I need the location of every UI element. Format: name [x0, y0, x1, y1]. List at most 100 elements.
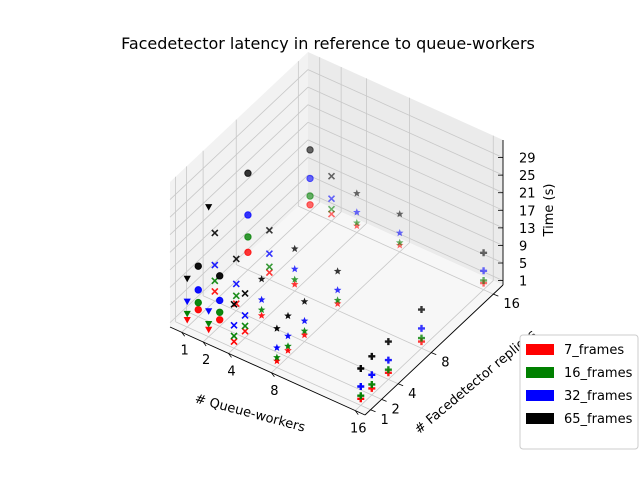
data-point-16-frames — [211, 277, 219, 285]
legend-label: 32_frames — [564, 389, 633, 404]
data-point-16-frames — [230, 332, 238, 340]
z-tick-label: 21 — [519, 187, 536, 202]
x-tick-label: 2 — [202, 353, 210, 368]
data-point-65-frames — [353, 189, 361, 197]
data-point-7-frames — [216, 316, 224, 324]
grid-line-x — [271, 242, 410, 374]
left-wall-pane — [170, 52, 308, 327]
data-point-32-frames — [284, 332, 292, 340]
data-point-32-frames — [241, 311, 249, 319]
data-point-65-frames — [230, 300, 238, 308]
data-point-65-frames — [327, 172, 336, 180]
grid-line-z — [307, 174, 504, 264]
grid-line-z — [307, 86, 504, 176]
data-point-65-frames — [183, 275, 191, 283]
data-point-32-frames — [273, 343, 281, 351]
y-tick-mark — [381, 399, 387, 402]
y-tick-label: 4 — [408, 387, 416, 402]
x-tick-label: 8 — [270, 384, 278, 399]
data-point-16-frames — [384, 366, 392, 374]
grid-line-x — [181, 201, 320, 333]
data-point-65-frames — [232, 255, 240, 263]
grid-line-x — [202, 211, 342, 343]
grid-line-x — [228, 223, 367, 354]
data-point-7-frames — [194, 305, 202, 314]
data-point-32-frames — [357, 383, 365, 391]
grid-line-z — [169, 157, 309, 288]
y-tick-mark — [493, 293, 499, 297]
back-wall-pane — [308, 52, 503, 285]
legend-label: 16_frames — [564, 366, 633, 381]
data-point-65-frames — [417, 306, 425, 314]
y-axis-line — [364, 284, 504, 416]
legend-swatch — [526, 413, 554, 424]
data-point-32-frames — [257, 295, 266, 303]
data-point-16-frames — [265, 263, 273, 271]
data-point-32-frames — [205, 308, 213, 315]
data-point-7-frames — [183, 317, 191, 324]
data-point-16-frames — [290, 275, 299, 283]
data-point-16-frames — [333, 296, 342, 304]
data-point-32-frames — [230, 321, 238, 329]
data-point-65-frames — [368, 352, 376, 360]
grid-line-z — [307, 192, 504, 281]
legend-label: 65_frames — [564, 412, 633, 427]
y-tick-label: 8 — [441, 356, 449, 371]
data-point-7-frames — [230, 338, 238, 346]
data-point-16-frames — [205, 321, 213, 328]
z-tick-label: 25 — [519, 169, 536, 184]
data-point-7-frames — [244, 248, 252, 257]
legend-swatch — [526, 390, 554, 401]
data-point-32-frames — [265, 250, 273, 258]
data-point-16-frames — [216, 308, 224, 316]
data-point-32-frames — [244, 211, 252, 219]
data-point-32-frames — [384, 356, 392, 364]
x-tick-label: 4 — [227, 364, 235, 379]
legend: 7_frames 16_frames 32_frames 65_frames — [519, 334, 639, 450]
data-point-7-frames — [333, 299, 342, 307]
data-point-16-frames — [417, 334, 425, 342]
data-point-16-frames — [284, 342, 292, 350]
axis-lines — [169, 140, 504, 416]
data-point-16-frames — [357, 392, 365, 400]
grid-line-z — [307, 104, 504, 194]
data-point-16-frames — [273, 353, 281, 361]
data-point-16-frames — [300, 327, 309, 335]
data-point-16-frames — [368, 380, 376, 388]
data-point-65-frames — [395, 210, 404, 218]
x-tick-mark — [181, 332, 186, 337]
grid-line-z — [307, 157, 504, 246]
data-point-65-frames — [300, 297, 309, 305]
data-point-7-frames — [306, 201, 314, 209]
x-axis-line — [169, 326, 366, 416]
grid-line-y — [175, 321, 371, 411]
y-tick-mark — [397, 383, 404, 387]
data-point-65-frames — [284, 311, 292, 320]
data-point-7-frames — [290, 280, 299, 288]
grid-line-z — [307, 139, 504, 229]
z-tick-label: 5 — [519, 257, 527, 272]
axes-panes — [170, 52, 503, 415]
z-tick-label: 13 — [519, 222, 536, 237]
data-point-16-frames — [395, 238, 404, 246]
z-tick-label: 29 — [519, 152, 536, 167]
data-point-7-frames — [353, 221, 361, 230]
legend-swatch — [526, 367, 554, 378]
z-tick-label: 1 — [519, 275, 527, 290]
grid-lines — [169, 57, 504, 411]
x-tick-mark — [271, 372, 275, 378]
data-point-65-frames — [333, 267, 342, 275]
data-point-65-frames — [241, 289, 249, 297]
data-point-32-frames — [395, 229, 404, 237]
grid-line-z — [169, 104, 309, 236]
data-point-16-frames — [244, 233, 252, 241]
data-point-65-frames — [480, 249, 488, 257]
grid-line-z — [169, 86, 309, 218]
data-point-16-frames — [327, 205, 336, 213]
data-point-32-frames — [306, 174, 314, 183]
grid-line-z — [307, 69, 504, 158]
data-point-16-frames — [480, 276, 488, 284]
x-tick-mark — [354, 410, 359, 415]
